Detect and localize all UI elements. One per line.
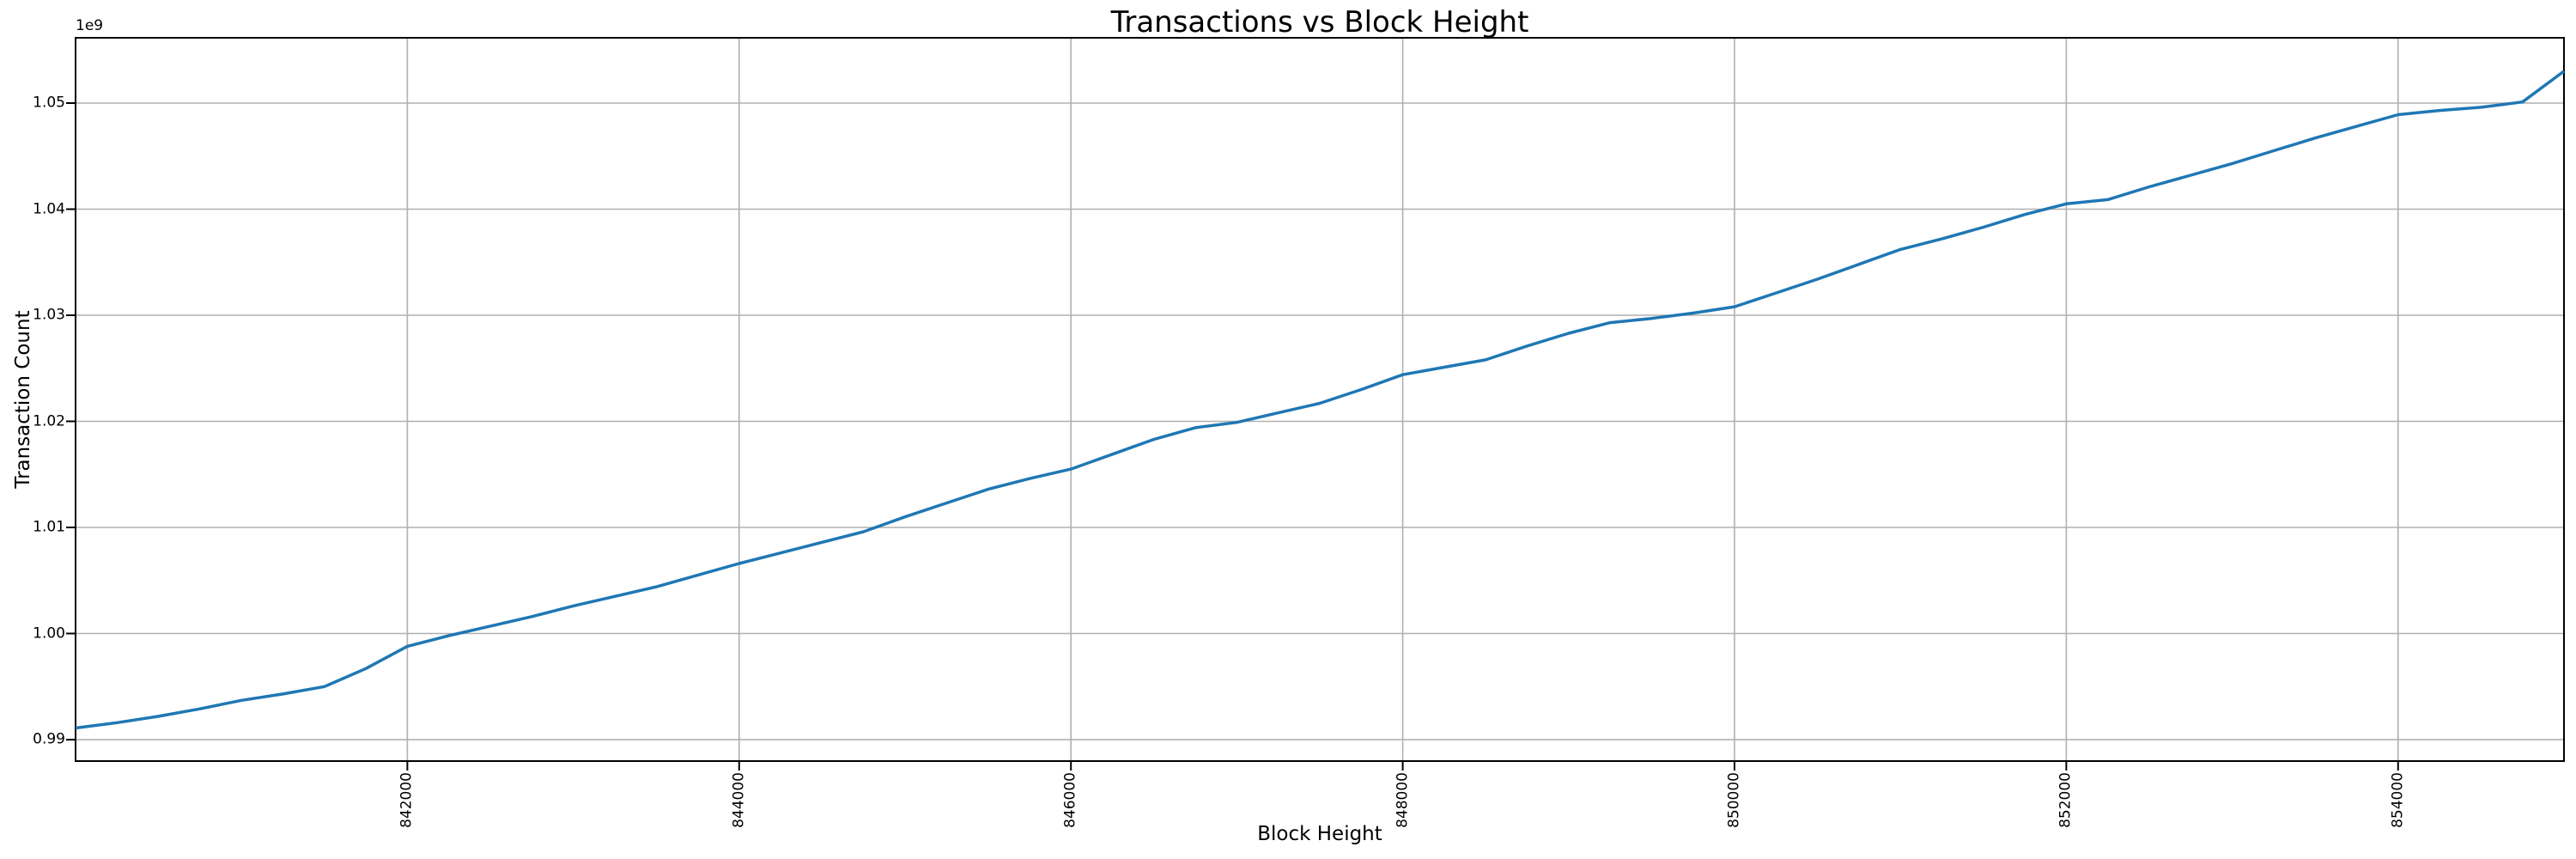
y-tick-label: 1.00: [33, 624, 65, 642]
y-tick-label: 1.01: [33, 518, 65, 536]
data-line: [75, 70, 2566, 730]
y-tick-label: 1.04: [33, 200, 65, 217]
y-axis-label: Transaction Count: [12, 310, 34, 489]
chart-title: Transactions vs Block Height: [1110, 5, 1529, 40]
y-axis-offset-label: 1e9: [76, 17, 104, 34]
x-tick-label: 842000: [398, 772, 416, 828]
x-tick-label: 846000: [1061, 772, 1079, 828]
x-tick-label: 852000: [2057, 772, 2075, 828]
axes-spines: [75, 37, 2565, 762]
x-tick-label: 854000: [2389, 772, 2407, 828]
y-tick-label: 1.05: [33, 94, 65, 112]
y-tick-label: 1.03: [33, 306, 65, 324]
x-tick-label: 848000: [1394, 772, 1412, 828]
y-tick-label: 0.99: [33, 730, 65, 748]
x-tick-label: 850000: [1725, 772, 1743, 828]
y-tick-label: 1.02: [33, 412, 65, 430]
x-axis-label: Block Height: [1257, 823, 1382, 845]
x-tick-label: 844000: [730, 772, 748, 828]
